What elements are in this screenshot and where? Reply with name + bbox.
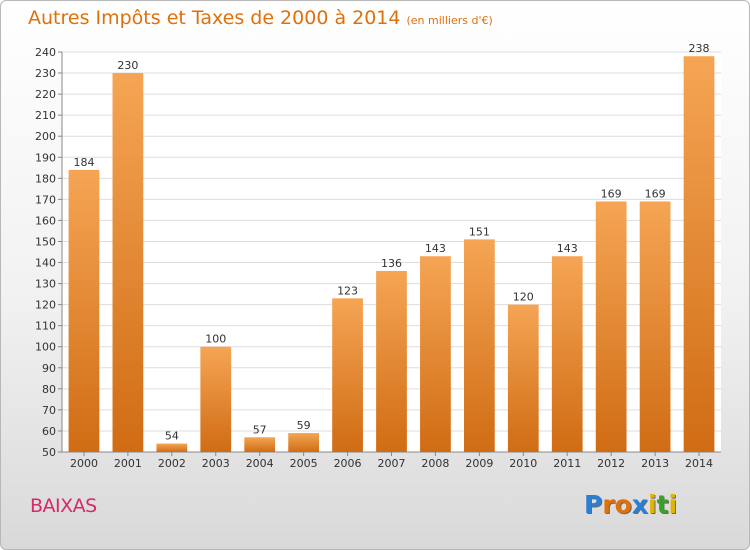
bar: [288, 433, 320, 452]
data-label: 54: [165, 430, 179, 443]
y-tick-label: 60: [42, 425, 56, 438]
logo-letter: P: [584, 490, 603, 519]
y-tick-label: 180: [35, 172, 56, 185]
data-label: 59: [297, 419, 311, 432]
y-tick-label: 90: [42, 362, 56, 375]
x-tick-label: 2008: [421, 457, 449, 470]
y-tick-label: 160: [35, 214, 56, 227]
data-label: 169: [645, 187, 666, 200]
proxiti-logo: Proxiti: [584, 490, 677, 519]
y-tick-label: 150: [35, 235, 56, 248]
bar: [595, 201, 627, 452]
unit-label: (en milliers d'€): [406, 14, 493, 27]
x-tick-label: 2014: [685, 457, 713, 470]
data-label: 143: [425, 242, 446, 255]
x-tick-label: 2002: [158, 457, 186, 470]
y-tick-label: 240: [35, 46, 56, 59]
data-label: 184: [73, 156, 94, 169]
y-tick-label: 50: [42, 446, 56, 459]
y-tick-label: 170: [35, 193, 56, 206]
bar: [68, 169, 100, 453]
logo-letter: x: [631, 490, 648, 519]
bar: [244, 437, 276, 452]
commune-name: BAIXAS: [30, 495, 97, 517]
bar: [463, 239, 495, 452]
bar: [156, 443, 188, 452]
y-tick-label: 120: [35, 299, 56, 312]
x-tick-label: 2007: [378, 457, 406, 470]
x-tick-label: 2003: [202, 457, 230, 470]
x-tick-label: 2000: [70, 457, 98, 470]
data-label: 151: [469, 225, 490, 238]
bar: [639, 201, 671, 452]
y-tick-label: 190: [35, 151, 56, 164]
y-tick-label: 220: [35, 88, 56, 101]
x-tick-label: 2010: [509, 457, 537, 470]
logo-letter: i: [668, 490, 678, 519]
x-tick-label: 2001: [114, 457, 142, 470]
x-tick-label: 2004: [246, 457, 274, 470]
bar: [376, 270, 407, 452]
y-tick-label: 130: [35, 278, 56, 291]
y-tick-label: 140: [35, 257, 56, 270]
bar: [112, 73, 144, 452]
x-tick-label: 2011: [553, 457, 581, 470]
data-label: 100: [205, 333, 226, 346]
x-tick-label: 2009: [465, 457, 493, 470]
bar: [551, 256, 583, 452]
bar: [420, 256, 451, 452]
logo-letter: r: [602, 490, 615, 519]
bar: [683, 56, 715, 453]
x-tick-label: 2012: [597, 457, 625, 470]
data-label: 136: [381, 257, 402, 270]
logo-letter: o: [614, 490, 632, 519]
x-tick-label: 2013: [641, 457, 669, 470]
bar: [332, 298, 363, 452]
y-tick-label: 230: [35, 67, 56, 80]
logo-letter: t: [656, 490, 669, 519]
data-label: 123: [337, 284, 358, 297]
logo-letter: i: [648, 490, 657, 519]
data-label: 120: [513, 291, 534, 304]
data-label: 230: [117, 59, 138, 72]
y-tick-label: 110: [35, 320, 56, 333]
x-tick-label: 2006: [334, 457, 362, 470]
y-tick-label: 200: [35, 130, 56, 143]
data-label: 143: [557, 242, 578, 255]
chart-title: Autres Impôts et Taxes de 2000 à 2014 (en…: [28, 7, 493, 29]
bar: [507, 304, 539, 452]
data-label: 57: [253, 423, 267, 436]
y-tick-label: 210: [35, 109, 56, 122]
y-tick-label: 80: [42, 383, 56, 396]
y-tick-label: 100: [35, 341, 56, 354]
data-label: 238: [689, 42, 710, 55]
bar: [200, 346, 232, 452]
x-tick-label: 2005: [290, 457, 318, 470]
y-tick-label: 70: [42, 404, 56, 417]
data-label: 169: [601, 187, 622, 200]
title-text: Autres Impôts et Taxes de 2000 à 2014: [28, 7, 401, 29]
